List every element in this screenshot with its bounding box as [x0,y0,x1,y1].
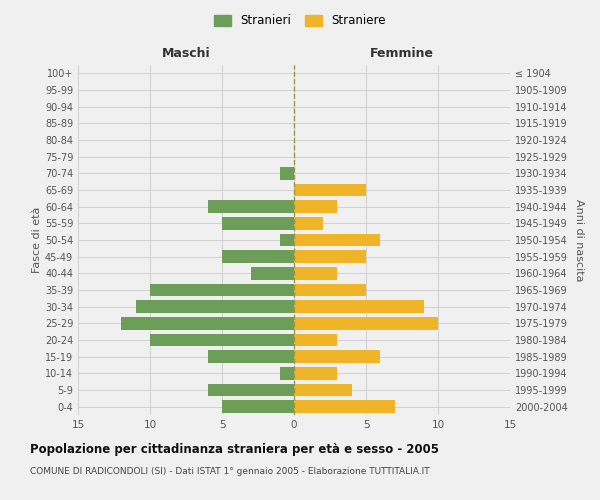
Bar [280,234,294,246]
Bar [294,217,323,230]
Bar [251,267,294,280]
Bar [150,284,294,296]
Bar [121,317,294,330]
Legend: Stranieri, Straniere: Stranieri, Straniere [211,11,389,31]
Bar [294,250,366,263]
Y-axis label: Fasce di età: Fasce di età [32,207,42,273]
Bar [208,350,294,363]
Bar [280,167,294,179]
Bar [294,367,337,380]
Y-axis label: Anni di nascita: Anni di nascita [574,198,584,281]
Bar [294,267,337,280]
Bar [294,184,366,196]
Bar [136,300,294,313]
Text: Maschi: Maschi [161,47,211,60]
Bar [294,234,380,246]
Bar [208,200,294,213]
Bar [294,200,337,213]
Bar [280,367,294,380]
Text: Popolazione per cittadinanza straniera per età e sesso - 2005: Popolazione per cittadinanza straniera p… [30,442,439,456]
Bar [222,217,294,230]
Bar [294,334,337,346]
Text: COMUNE DI RADICONDOLI (SI) - Dati ISTAT 1° gennaio 2005 - Elaborazione TUTTITALI: COMUNE DI RADICONDOLI (SI) - Dati ISTAT … [30,468,430,476]
Bar [294,400,395,413]
Bar [294,300,424,313]
Bar [294,317,438,330]
Bar [294,284,366,296]
Text: Femmine: Femmine [370,47,434,60]
Bar [222,400,294,413]
Bar [294,350,380,363]
Bar [222,250,294,263]
Bar [294,384,352,396]
Bar [208,384,294,396]
Bar [150,334,294,346]
